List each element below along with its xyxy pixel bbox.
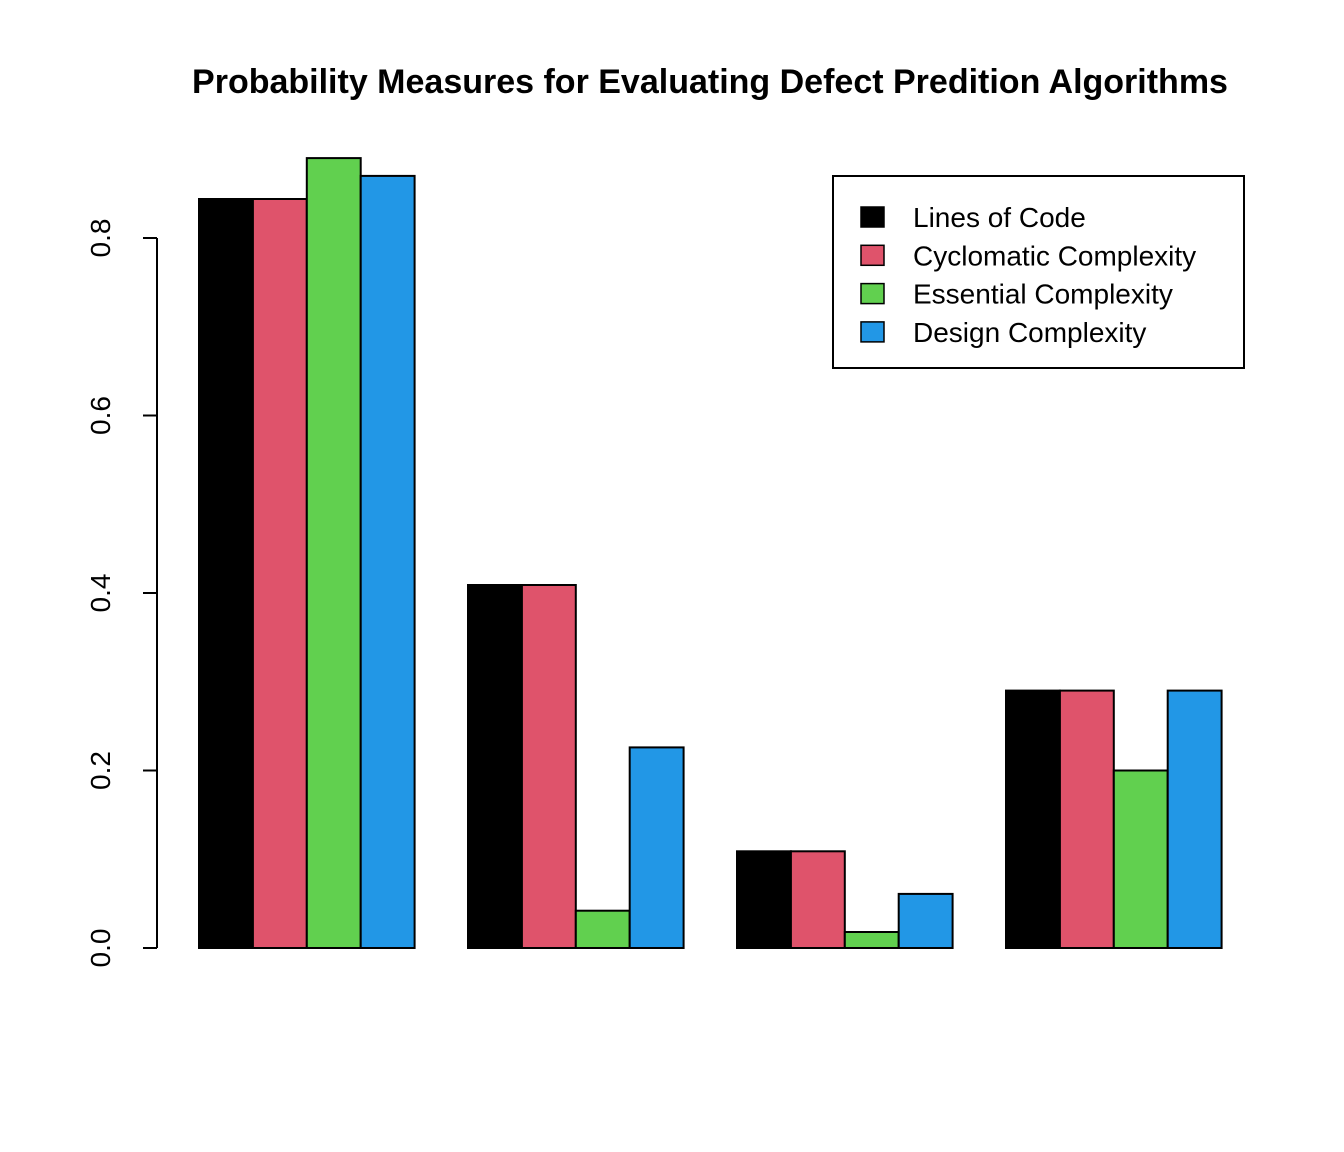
bar-lines-of-code-group-2 <box>467 584 523 949</box>
legend-swatch <box>860 206 885 228</box>
bars-group <box>198 157 1223 950</box>
y-tick-label: 0.2 <box>85 751 116 790</box>
legend-label: Cyclomatic Complexity <box>913 240 1196 271</box>
legend-swatch <box>860 321 885 343</box>
y-axis: 0.0 0.2 0.4 0.6 0.8 <box>85 219 158 968</box>
legend-label: Design Complexity <box>913 317 1146 348</box>
y-tick-label: 0.4 <box>85 574 116 613</box>
legend-label: Lines of Code <box>913 202 1086 233</box>
bar-cyclomatic-complexity-group-3 <box>789 850 846 949</box>
y-tick-label: 0.6 <box>85 396 116 435</box>
legend-swatch <box>860 282 885 305</box>
bar-design-complexity-group-4 <box>1166 689 1223 949</box>
bar-essential-complexity-group-4 <box>1112 769 1169 949</box>
bar-essential-complexity-group-2 <box>574 909 631 950</box>
legend: Lines of Code Cyclomatic Complexity Essent… <box>832 175 1245 369</box>
y-tick-label: 0.0 <box>85 929 116 968</box>
bar-lines-of-code-group-4 <box>1005 689 1061 949</box>
bar-cyclomatic-complexity-group-2 <box>520 584 577 949</box>
y-tick-label: 0.8 <box>85 219 116 258</box>
bar-design-complexity-group-1 <box>359 174 416 949</box>
bar-design-complexity-group-2 <box>628 746 685 950</box>
bar-essential-complexity-group-1 <box>305 157 362 950</box>
bar-lines-of-code-group-3 <box>736 850 792 949</box>
bar-essential-complexity-group-3 <box>843 931 900 949</box>
bar-lines-of-code-group-1 <box>198 198 254 949</box>
legend-box <box>832 175 1245 369</box>
chart-title: Probability Measures for Evaluating Defe… <box>192 63 1228 101</box>
legend-swatch <box>860 244 885 267</box>
bar-design-complexity-group-3 <box>897 892 954 950</box>
bar-cyclomatic-complexity-group-4 <box>1058 689 1115 949</box>
legend-label: Essential Complexity <box>913 279 1173 310</box>
bar-cyclomatic-complexity-group-1 <box>251 198 308 949</box>
